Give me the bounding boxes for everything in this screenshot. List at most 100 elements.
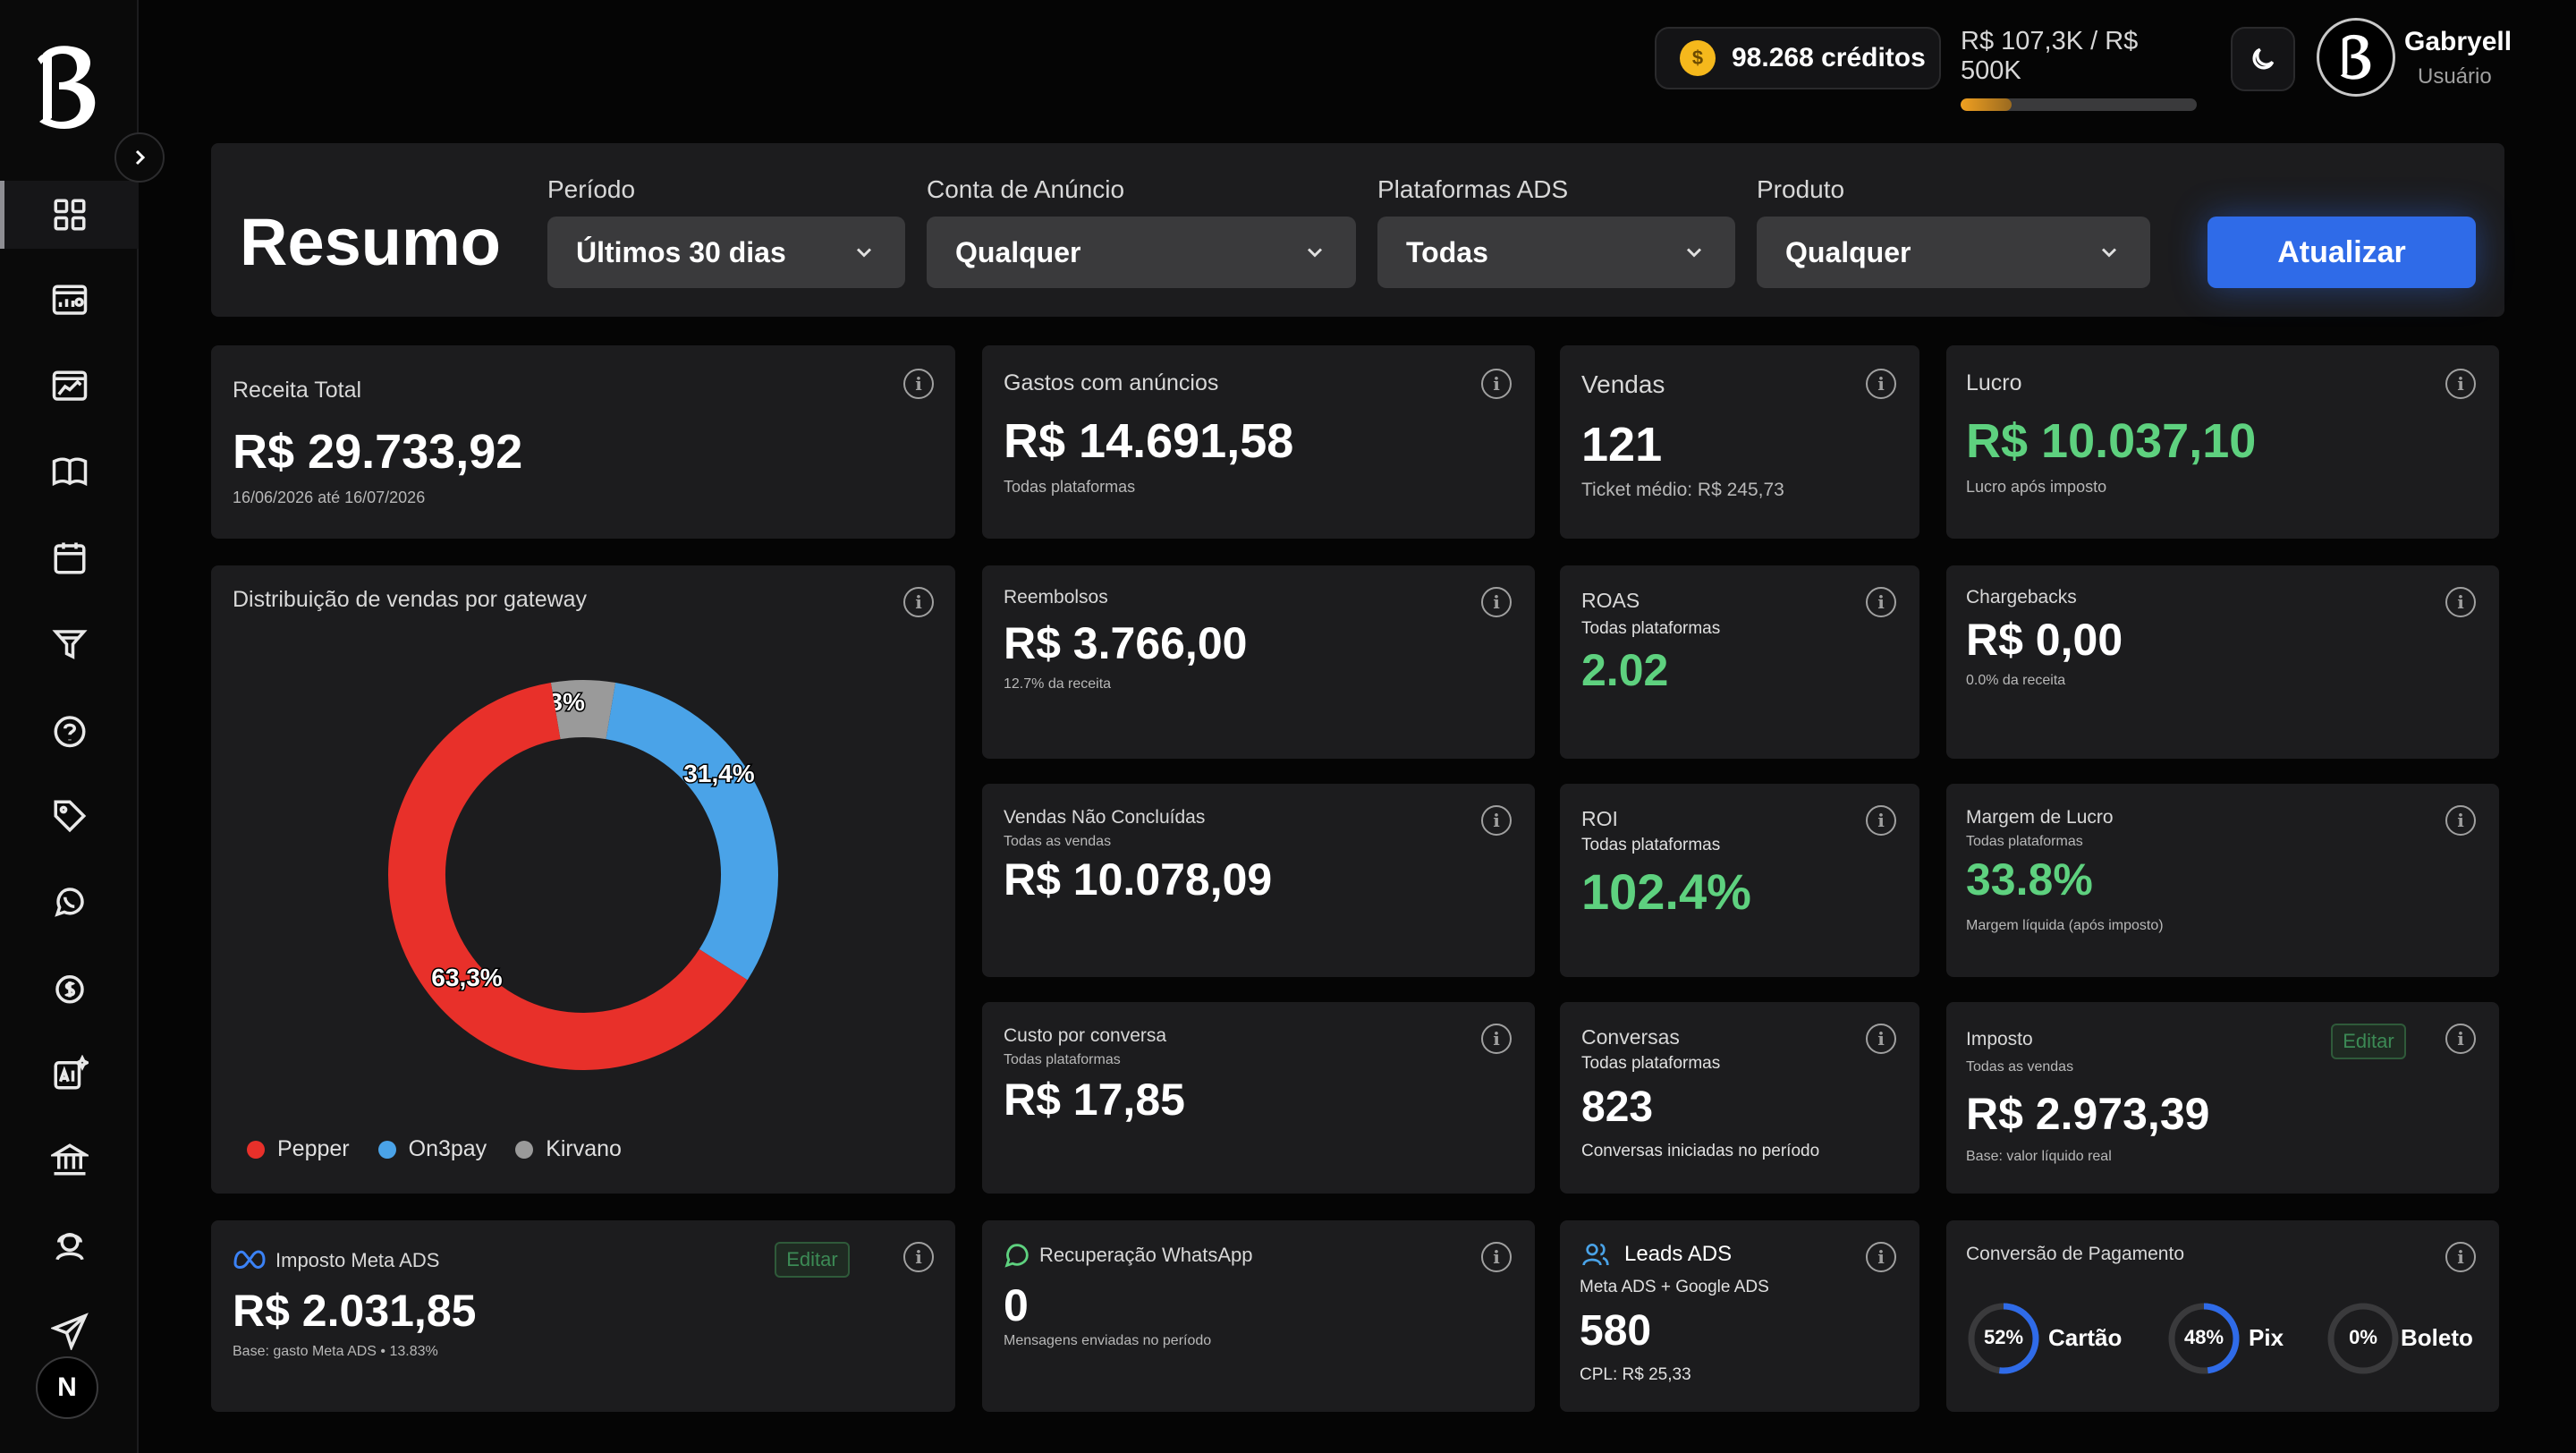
info-icon[interactable]: i [903, 587, 934, 617]
edit-meta-tax-button[interactable]: Editar [775, 1242, 850, 1278]
card-sub: 0.0% da receita [1966, 673, 2066, 688]
card-label: Vendas [1581, 370, 1665, 398]
chart-legend: Pepper On3pay Kirvano [247, 1136, 622, 1162]
card-sub: Todas as vendas [1966, 1059, 2074, 1075]
update-button[interactable]: Atualizar [2207, 217, 2476, 288]
card-value: 823 [1581, 1083, 1654, 1131]
card-label: Margem de Lucro [1966, 807, 2114, 828]
theme-toggle-button[interactable] [2231, 27, 2295, 91]
product-value: Qualquer [1785, 235, 1911, 268]
info-icon[interactable]: i [2445, 369, 2476, 399]
credits-badge[interactable]: $ 98.268 créditos [1655, 27, 1941, 89]
moon-icon [2252, 47, 2275, 70]
brand-logo[interactable] [34, 41, 102, 134]
sidebar-item-docs[interactable] [0, 438, 139, 506]
sidebar-item-analytics[interactable] [0, 267, 139, 335]
chat-icon [1004, 1244, 1029, 1268]
sidebar-item-ai[interactable] [0, 1040, 139, 1108]
legend-dot-pepper [247, 1140, 265, 1159]
info-icon[interactable]: i [1866, 369, 1896, 399]
card-label: Reembolsos [1004, 587, 1108, 608]
sidebar-item-bank[interactable] [0, 1126, 139, 1194]
card-label: Gastos com anúncios [1004, 370, 1219, 395]
donut-label-on3pay: 31,4% [683, 760, 754, 787]
info-icon[interactable]: i [1481, 805, 1512, 836]
card-label: Conversão de Pagamento [1966, 1244, 2184, 1264]
info-icon[interactable]: i [1481, 1024, 1512, 1054]
card-sub: Todas as vendas [1004, 834, 1112, 849]
info-icon[interactable]: i [903, 1242, 934, 1272]
donut-slice-on3pay[interactable] [605, 683, 778, 981]
card-sub: Todas plataformas [1581, 836, 1721, 854]
bank-icon [50, 1143, 89, 1176]
users-icon [1582, 1244, 1609, 1266]
sidebar-item-whatsapp[interactable] [0, 868, 139, 936]
card-sub: Todas plataformas [1004, 1052, 1121, 1067]
card-sub: Mensagens enviadas no período [1004, 1333, 1212, 1348]
sidebar-item-help[interactable] [0, 696, 139, 764]
card-label: Chargebacks [1966, 587, 2077, 608]
product-select[interactable]: Qualquer [1757, 217, 2150, 288]
analytics-icon [52, 285, 87, 315]
info-icon[interactable]: i [2445, 1242, 2476, 1272]
info-icon[interactable]: i [2445, 805, 2476, 836]
info-icon[interactable]: i [1481, 1242, 1512, 1272]
chart-title: Distribuição de vendas por gateway [233, 587, 588, 612]
card-roas: ROAS Todas plataformas 2.02 i [1560, 565, 1919, 759]
dashboard-icon [54, 199, 85, 231]
chevron-down-icon [1307, 248, 1323, 258]
chevron-right-icon [135, 149, 146, 166]
card-value: 33.8% [1966, 854, 2093, 905]
avatar[interactable] [2317, 18, 2395, 97]
info-icon[interactable]: i [903, 369, 934, 399]
ad-account-select[interactable]: Qualquer [927, 217, 1356, 288]
period-select[interactable]: Últimos 30 dias [547, 217, 905, 288]
card-value: R$ 10.078,09 [1004, 854, 1273, 905]
card-sales: Vendas 121 Ticket médio: R$ 245,73 i [1560, 345, 1919, 539]
card-label: Lucro [1966, 370, 2022, 395]
sidebar: N [0, 0, 139, 1453]
info-icon[interactable]: i [1481, 587, 1512, 617]
ad-account-value: Qualquer [955, 235, 1081, 268]
info-icon[interactable]: i [1866, 587, 1896, 617]
info-icon[interactable]: i [1866, 805, 1896, 836]
edit-tax-button[interactable]: Editar [2331, 1024, 2406, 1059]
sidebar-item-reports[interactable] [0, 353, 139, 421]
info-icon[interactable]: i [2445, 1024, 2476, 1054]
card-value: 0 [1004, 1280, 1029, 1330]
sidebar-item-funnel[interactable] [0, 610, 139, 678]
ads-platforms-select[interactable]: Todas [1377, 217, 1735, 288]
info-icon[interactable]: i [1866, 1242, 1896, 1272]
card-value: R$ 17,85 [1004, 1075, 1185, 1125]
donut-slice-kirvano[interactable] [550, 680, 616, 740]
next-badge[interactable]: N [36, 1356, 98, 1419]
ring-name-boleto: Boleto [2401, 1324, 2473, 1351]
ring-cartao [1968, 1303, 2039, 1374]
sidebar-item-dashboard[interactable] [0, 181, 139, 249]
chevron-down-icon [856, 248, 872, 258]
card-profit-margin: Margem de Lucro Todas plataformas 33.8% … [1946, 784, 2499, 977]
donut-slice-pepper[interactable] [388, 683, 748, 1070]
info-icon[interactable]: i [1481, 369, 1512, 399]
card-note: CPL: R$ 25,33 [1580, 1365, 1691, 1384]
ring-pct-pix: 48% [2183, 1326, 2224, 1348]
user-name[interactable]: Gabryell [2404, 27, 2512, 56]
sidebar-item-support[interactable] [0, 1211, 139, 1279]
legend-dot-on3pay [377, 1140, 396, 1159]
info-icon[interactable]: i [1866, 1024, 1896, 1054]
card-value: R$ 29.733,92 [233, 425, 523, 479]
funnel-icon [51, 630, 88, 659]
sidebar-item-calendar[interactable] [0, 524, 139, 592]
coin-icon: $ [1680, 40, 1716, 76]
credits-text: 98.268 créditos [1732, 43, 1926, 72]
sidebar-collapse-button[interactable] [114, 132, 165, 183]
card-refunds: Reembolsos R$ 3.766,00 12.7% da receita … [982, 565, 1535, 759]
sidebar-item-tags[interactable] [0, 782, 139, 850]
sidebar-item-finance[interactable] [0, 954, 139, 1022]
info-icon[interactable]: i [2445, 587, 2476, 617]
card-label: ROI [1581, 807, 1618, 830]
ring-pix [2168, 1303, 2240, 1374]
page-title: Resumo [240, 205, 501, 279]
sidebar-item-send[interactable] [0, 1297, 139, 1365]
ring-name-cartao: Cartão [2048, 1324, 2123, 1351]
